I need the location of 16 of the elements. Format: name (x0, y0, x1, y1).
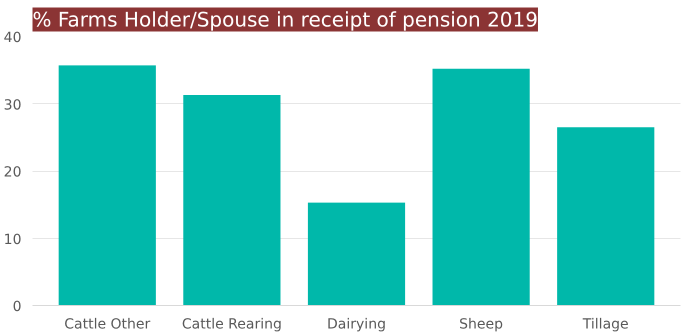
y-tick-label: 0 (12, 299, 22, 315)
x-tick-label: Cattle Rearing (182, 316, 282, 332)
bar (308, 202, 406, 306)
y-tick-label: 10 (4, 232, 22, 248)
bar (58, 65, 156, 306)
bar (557, 127, 654, 306)
bar (432, 68, 530, 306)
y-tick-label: 30 (4, 97, 22, 114)
x-tick-label: Cattle Other (64, 316, 151, 332)
y-tick-label: 40 (4, 30, 22, 46)
chart-title: % Farms Holder/Spouse in receipt of pension 2019 (32, 8, 538, 32)
x-tick-label: Sheep (459, 316, 504, 332)
bar (183, 95, 280, 306)
y-tick-label: 20 (4, 164, 22, 180)
x-tick-label: Dairying (327, 316, 386, 332)
x-tick-label: Tillage (582, 316, 629, 332)
